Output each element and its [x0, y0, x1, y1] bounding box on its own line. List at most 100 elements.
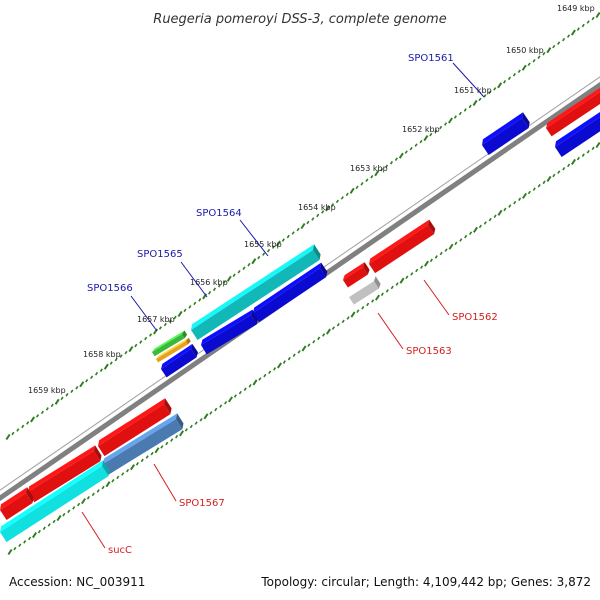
outer-tick	[158, 326, 162, 330]
inner-tick	[238, 390, 242, 395]
outer-tick	[321, 210, 325, 214]
gene-SPO1563[interactable]	[349, 276, 381, 305]
outer-tick	[374, 170, 380, 177]
outer-tick	[54, 398, 60, 405]
inner-tick	[91, 492, 95, 497]
gene-label-SPO1566[interactable]: SPO1566	[87, 283, 133, 294]
gene-label-SPO1562[interactable]: SPO1562	[452, 312, 498, 323]
outer-tick	[149, 333, 153, 337]
gene-SPO1565c[interactable]	[161, 343, 198, 378]
outer-tick	[340, 196, 344, 200]
gene-red-edge[interactable]	[0, 487, 34, 521]
inner-tick	[203, 413, 209, 420]
inner-tick	[508, 204, 512, 208]
outer-tick	[222, 280, 226, 285]
inner-tick	[105, 481, 111, 488]
inner-tick	[292, 353, 296, 358]
inner-tick	[522, 192, 527, 199]
inner-tick	[194, 421, 198, 425]
outer-tick	[507, 76, 512, 81]
inner-tick	[282, 360, 286, 364]
tick-label: 1659 kbp	[28, 386, 66, 395]
gene-label-SPO1561[interactable]: SPO1561	[408, 53, 454, 64]
outer-tick	[26, 421, 30, 425]
leader-line-SPO1561	[452, 62, 485, 98]
inner-tick	[399, 277, 405, 284]
outer-tick	[296, 227, 300, 232]
inner-tick	[557, 170, 561, 174]
gene-right-blue[interactable]	[555, 111, 600, 157]
outer-tick	[173, 315, 177, 320]
outer-tick	[168, 319, 172, 323]
outer-tick	[60, 396, 64, 401]
inner-tick	[154, 447, 160, 454]
outer-tick	[139, 340, 143, 344]
inner-tick	[424, 260, 429, 267]
gene-label-SPO1564[interactable]: SPO1564	[196, 208, 242, 219]
outer-tick	[79, 381, 85, 388]
gene-SPO1566[interactable]	[152, 330, 188, 357]
inner-tick	[263, 373, 267, 378]
inner-tick	[37, 529, 41, 534]
inner-tick	[542, 180, 546, 185]
outer-tick	[30, 416, 36, 423]
inner-tick	[366, 302, 370, 307]
gene-SPO1562b[interactable]	[343, 262, 370, 288]
gene-label-SPO1567[interactable]: SPO1567	[179, 498, 225, 509]
inner-tick	[268, 370, 272, 375]
inner-tick	[7, 548, 13, 556]
inner-tick	[576, 156, 580, 161]
inner-tick	[488, 217, 492, 222]
inner-tick	[62, 512, 66, 517]
inner-tick	[385, 289, 389, 293]
gene-SPO1564[interactable]	[191, 244, 321, 341]
outer-tick	[434, 129, 438, 133]
gene-label-sucC[interactable]: sucC	[108, 545, 132, 556]
tick-label: 1652 kbp	[402, 125, 440, 134]
gene-label-SPO1563[interactable]: SPO1563	[406, 346, 452, 357]
outer-tick	[562, 37, 566, 42]
gene-red-upper[interactable]	[98, 398, 172, 457]
tick-label: 1655 kbp	[244, 240, 282, 249]
gene-SPO1562[interactable]	[369, 219, 436, 274]
outer-tick	[512, 73, 516, 77]
gene-SPO1561[interactable]	[482, 112, 530, 155]
inner-tick	[439, 251, 443, 256]
gene-SPO1565b[interactable]	[253, 262, 328, 323]
outer-tick	[497, 82, 503, 89]
inner-tick	[170, 438, 174, 442]
gene-SPO1567[interactable]	[103, 413, 184, 475]
outer-tick	[300, 222, 306, 230]
gene-SPO1566b[interactable]	[156, 337, 191, 363]
inner-tick	[595, 141, 600, 149]
tick-layer: 1649 kbp 1650 kbp 1651 kbp 1652 kbp 1653 kbp…	[5, 4, 600, 556]
inner-tick	[562, 166, 566, 171]
gene-right-red[interactable]	[546, 87, 600, 137]
gene-SPO1565[interactable]	[201, 309, 259, 355]
outer-tick	[478, 97, 482, 102]
outer-tick	[193, 301, 197, 306]
inner-tick	[469, 231, 473, 235]
inner-tick	[361, 306, 365, 310]
inner-tick	[567, 163, 571, 168]
gene-red-lower[interactable]	[28, 445, 102, 503]
outer-tick	[188, 305, 192, 309]
gene-label-SPO1565[interactable]: SPO1565	[137, 249, 183, 260]
gene-sucC[interactable]	[0, 460, 110, 543]
inner-tick	[52, 519, 56, 524]
outer-tick	[114, 357, 118, 362]
inner-tick	[410, 272, 414, 276]
outer-tick	[398, 152, 404, 159]
inner-tick	[135, 462, 139, 466]
leader-line-SPO1567	[153, 463, 177, 502]
outer-tick	[16, 428, 20, 432]
inner-tick	[214, 407, 218, 412]
outer-tick	[85, 378, 89, 383]
inner-tick	[145, 455, 149, 459]
outer-tick	[183, 308, 187, 313]
inner-tick	[140, 458, 144, 463]
outer-tick	[349, 187, 355, 194]
inner-tick	[277, 362, 282, 369]
outer-tick	[286, 234, 290, 239]
